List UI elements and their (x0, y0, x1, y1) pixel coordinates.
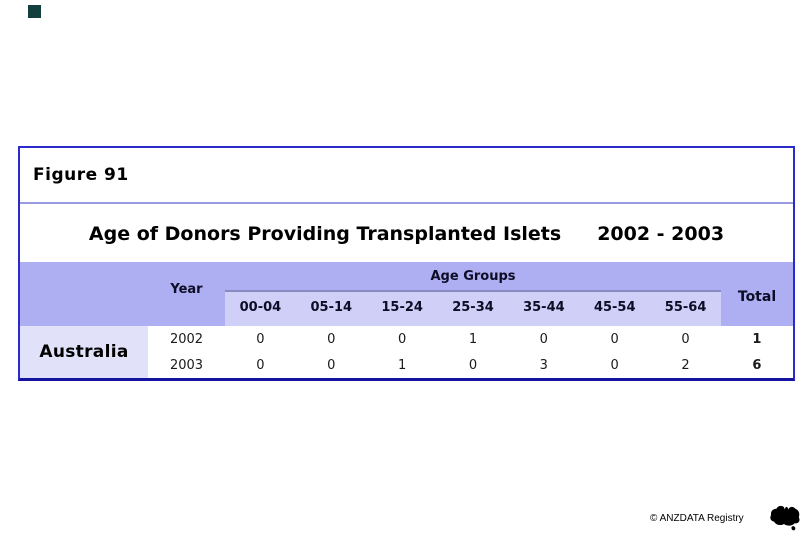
age-column-header: 15-24 (381, 300, 423, 315)
year-cell: 2003 (169, 357, 204, 373)
age-column-header: 35-44 (523, 300, 565, 315)
value-cell: 0 (468, 357, 478, 373)
slide-corner-marker (28, 5, 41, 18)
value-cell: 2 (681, 357, 690, 373)
table-body: Australia 2002 0 0 0 1 0 0 0 1 2003 0 0 … (20, 326, 793, 378)
australia-map-icon (770, 505, 800, 531)
age-columns-strip: 00-04 05-14 15-24 25-34 35-44 45-54 55-6… (225, 290, 721, 326)
value-cell: 0 (681, 331, 690, 347)
value-cell: 0 (397, 331, 407, 347)
age-column-header: 00-04 (239, 300, 282, 315)
value-cell: 0 (539, 331, 548, 347)
figure-title-text: Age of Donors Providing Transplanted Isl… (88, 223, 562, 245)
age-column-header: 45-54 (593, 300, 636, 315)
total-column-header: Total (737, 289, 777, 305)
total-cell: 1 (752, 331, 762, 347)
age-column-header: 55-64 (664, 300, 707, 315)
value-cell: 1 (397, 357, 407, 373)
table-header-band: Year Age Groups 00-04 05-14 15-24 25-34 … (20, 262, 793, 326)
figure-label: Figure 91 (20, 148, 793, 204)
copyright-credit: © ANZDATA Registry (650, 513, 744, 524)
total-cell: 6 (752, 357, 762, 373)
figure-panel: Figure 91 Age of Donors Providing Transp… (18, 146, 795, 381)
value-cell: 0 (256, 357, 265, 373)
table-row: 2002 0 0 0 1 0 0 0 1 (148, 326, 793, 352)
age-column-header: 25-34 (452, 300, 494, 315)
figure-title: Age of Donors Providing Transplanted Isl… (20, 206, 793, 262)
value-cell: 0 (610, 357, 619, 373)
value-cell: 3 (539, 357, 548, 373)
value-cell: 0 (327, 331, 336, 347)
year-cell: 2002 (169, 331, 204, 347)
value-cell: 0 (256, 331, 265, 347)
value-cell: 0 (327, 357, 336, 373)
age-groups-header: Age Groups (430, 269, 516, 284)
figure-period-text: 2002 - 2003 (597, 223, 725, 245)
year-column-header: Year (170, 282, 203, 297)
figure-label-text: Figure 91 (33, 165, 129, 185)
age-column-header: 05-14 (310, 300, 353, 315)
value-cell: 1 (468, 331, 478, 347)
table-row: 2003 0 0 1 0 3 0 2 6 (148, 352, 793, 378)
row-group-label-australia: Australia (20, 326, 148, 378)
value-cell: 0 (610, 331, 619, 347)
